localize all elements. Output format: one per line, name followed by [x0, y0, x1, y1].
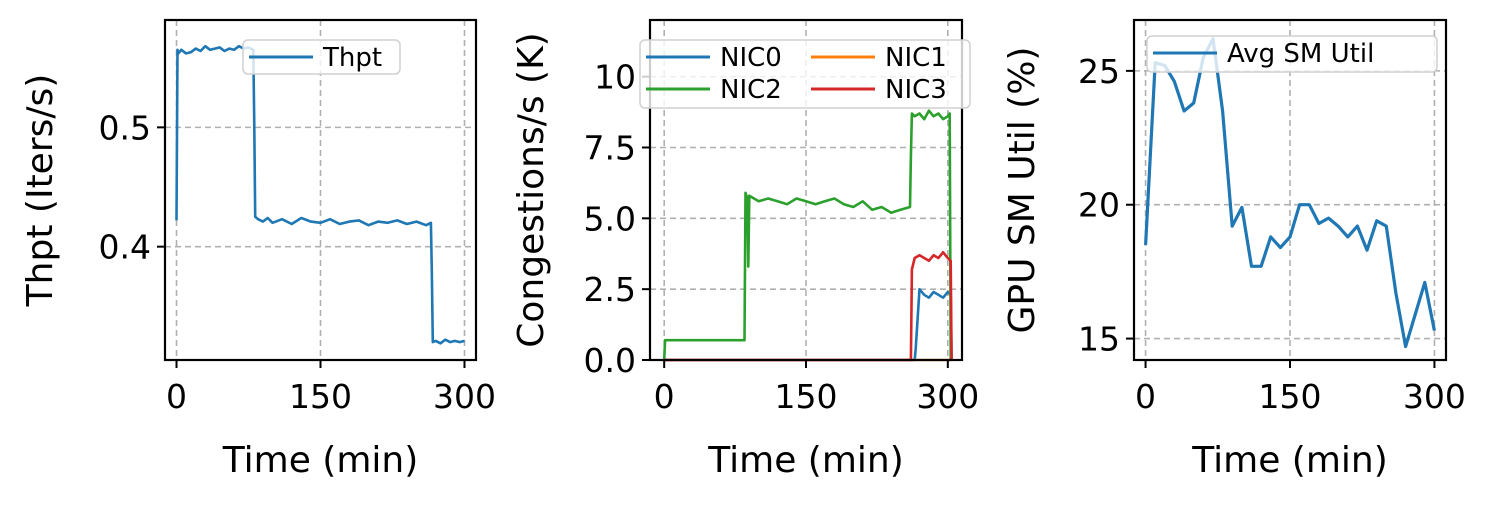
legend-box: [1146, 35, 1438, 73]
y-tick-label: 0.4: [99, 228, 151, 267]
y-axis-label: GPU SM Util (%): [1002, 47, 1043, 334]
gpu-util-panel: 0 150 300 15 20 25 Time (min) GPU SM Util (%) Av…: [1002, 18, 1466, 481]
x-tick-label: 150: [775, 377, 838, 416]
x-tick-label: 0: [654, 377, 675, 416]
legend-label: NIC1: [885, 43, 947, 73]
throughput-panel: 0 150 300 0.4 0.5 Time (min) Thpt (Iters/s) Thp…: [20, 18, 496, 481]
series-line-nic3: [664, 251, 953, 362]
y-tick-label: 20: [1078, 186, 1120, 225]
y-tick-label: 25: [1078, 52, 1120, 91]
congestion-panel: 0 150 300 0.0 2.5 5.0 7.5 10 Time (min) Congestio…: [511, 18, 979, 481]
y-axis-label: Thpt (Iters/s): [20, 74, 61, 308]
y-tick-label: 2.5: [584, 270, 636, 309]
x-axis-label: Time (min): [222, 440, 419, 481]
legend-box: [639, 39, 971, 109]
y-tick-label: 15: [1078, 320, 1120, 359]
legend-label: NIC3: [885, 75, 947, 105]
x-axis-label: Time (min): [1191, 440, 1388, 481]
y-tick-label: 0.0: [584, 341, 636, 380]
y-tick-label: 7.5: [584, 129, 636, 168]
y-axis-label: Congestions/s (K): [511, 32, 552, 347]
x-tick-label: 150: [289, 377, 352, 416]
series-line-thpt: [175, 44, 465, 345]
legend-box: [242, 39, 401, 75]
legend-label: NIC0: [720, 43, 782, 73]
legend-label: Thpt: [322, 43, 382, 73]
x-axis-label: Time (min): [707, 440, 904, 481]
y-tick-label: 10: [594, 58, 636, 97]
x-tick-label: 300: [433, 377, 496, 416]
y-tick-label: 0.5: [99, 108, 151, 147]
series-line-nic2: [662, 109, 953, 361]
y-tick-label: 5.0: [584, 199, 636, 238]
series-line-avg-sm-util: [1144, 37, 1436, 349]
series-line-nic0: [664, 287, 953, 362]
x-tick-label: 300: [916, 377, 979, 416]
legend-label: NIC2: [720, 75, 782, 105]
x-tick-label: 150: [1259, 377, 1322, 416]
x-tick-label: 0: [1135, 377, 1156, 416]
legend-label: Avg SM Util: [1227, 39, 1374, 69]
x-tick-label: 0: [166, 377, 187, 416]
x-tick-label: 300: [1403, 377, 1466, 416]
